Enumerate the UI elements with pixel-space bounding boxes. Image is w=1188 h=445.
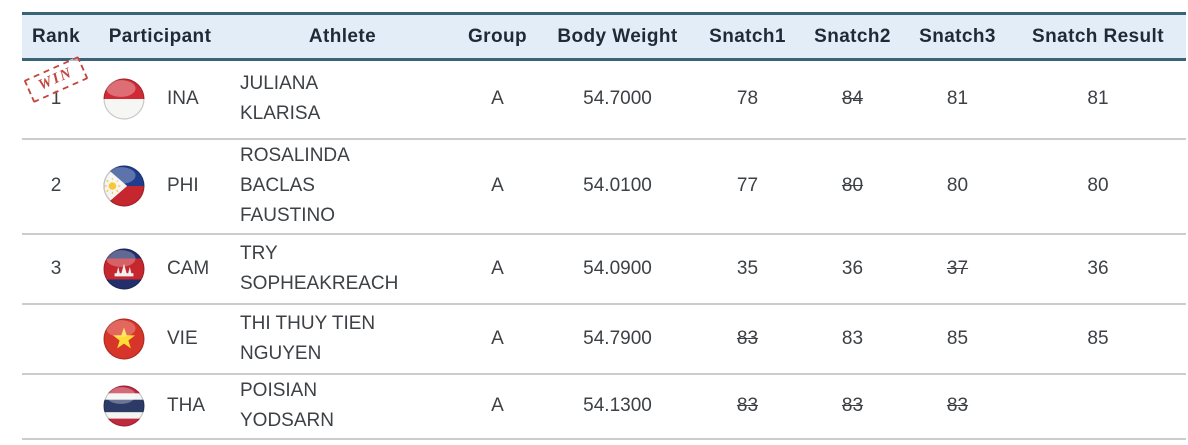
participant-cell: THA [90, 374, 230, 439]
participant-cell: VIE [90, 304, 230, 374]
participant-cell: CAM [90, 234, 230, 304]
column-header-athlete: Athlete [308, 25, 377, 47]
table-row: THA POISIAN YODSARN A 54.1300 83 83 83 [22, 374, 1186, 439]
snatch3-value: 80 [946, 175, 969, 196]
rank-cell: 3 [50, 257, 62, 279]
body-weight-value: 54.1300 [583, 395, 652, 416]
column-header-snatch3: Snatch3 [919, 25, 996, 47]
country-code: PHI [167, 175, 199, 196]
athlete-name: TRY SOPHEAKREACH [240, 242, 399, 294]
column-header-snatch1: Snatch1 [709, 25, 786, 47]
group-value: A [491, 257, 504, 279]
country-code: VIE [167, 327, 198, 349]
column-header-participant: Participant [108, 25, 212, 47]
athlete-name: ROSALINDA BACLAS FAUSTINO [240, 145, 350, 226]
snatch1-value: 78 [736, 88, 759, 110]
body-weight-value: 54.0900 [583, 257, 652, 279]
rank-cell: 2 [50, 175, 62, 196]
snatch3-value: 83 [946, 395, 969, 416]
column-header-body-weight: Body Weight [557, 25, 678, 47]
column-header-group: Group [468, 25, 527, 47]
group-value: A [491, 175, 504, 196]
snatch2-value: 83 [841, 327, 864, 349]
table-row: WIN 1 INA [22, 55, 1186, 139]
rank-cell [22, 304, 90, 374]
indonesia-flag-icon [103, 78, 145, 120]
rank-value: 1 [50, 88, 62, 110]
snatch-result-value: 36 [1087, 257, 1109, 279]
snatch3-value: 81 [946, 88, 969, 110]
snatch2-value: 84 [841, 88, 864, 110]
snatch1-value: 83 [736, 327, 759, 349]
country-code: THA [167, 395, 205, 416]
philippines-flag-icon [103, 165, 145, 207]
group-value: A [491, 395, 504, 416]
column-header-snatch2: Snatch2 [814, 25, 891, 47]
body-weight-value: 54.7900 [583, 327, 652, 349]
column-header-rank: Rank [31, 25, 81, 47]
thailand-flag-icon [103, 385, 145, 427]
snatch-result-value: 85 [1087, 327, 1109, 349]
body-weight-value: 54.7000 [583, 88, 652, 110]
vietnam-flag-icon [103, 317, 145, 360]
group-value: A [491, 327, 504, 349]
snatch-result-value [1010, 374, 1186, 439]
table-row: 3 [22, 234, 1186, 304]
table-header-row: Rank Participant Athlete Group Body Weig… [22, 13, 1186, 60]
athlete-name: JULIANA KLARISA [240, 73, 321, 125]
athlete-name: POISIAN YODSARN [240, 380, 334, 431]
snatch1-value: 35 [736, 257, 759, 279]
body-weight-value: 54.0100 [583, 175, 652, 196]
snatch2-value: 83 [841, 395, 864, 416]
results-table-container: Rank Participant Athlete Group Body Weig… [22, 12, 1186, 440]
group-value: A [491, 88, 504, 110]
table-row: VIE THI THUY TIEN NGUYEN A 54.7900 83 83… [22, 304, 1186, 374]
column-header-snatch-result: Snatch Result [1032, 25, 1164, 47]
results-table: Rank Participant Athlete Group Body Weig… [22, 12, 1186, 440]
snatch3-value: 85 [946, 327, 969, 349]
cambodia-flag-icon [103, 247, 145, 290]
country-code: INA [167, 88, 199, 110]
table-row: 2 [22, 139, 1186, 234]
participant-cell: INA [90, 60, 230, 139]
snatch1-value: 83 [736, 395, 759, 416]
snatch1-value: 77 [736, 175, 759, 196]
snatch2-value: 36 [841, 257, 864, 279]
rank-cell [22, 374, 90, 439]
country-code: CAM [167, 257, 210, 279]
athlete-name: THI THUY TIEN NGUYEN [240, 312, 376, 364]
snatch3-value: 37 [946, 257, 969, 279]
snatch2-value: 80 [841, 175, 864, 196]
snatch-result-value: 80 [1087, 175, 1109, 196]
participant-cell: PHI [90, 139, 230, 234]
rank-cell: WIN 1 [22, 55, 90, 139]
snatch-result-value: 81 [1087, 88, 1109, 110]
